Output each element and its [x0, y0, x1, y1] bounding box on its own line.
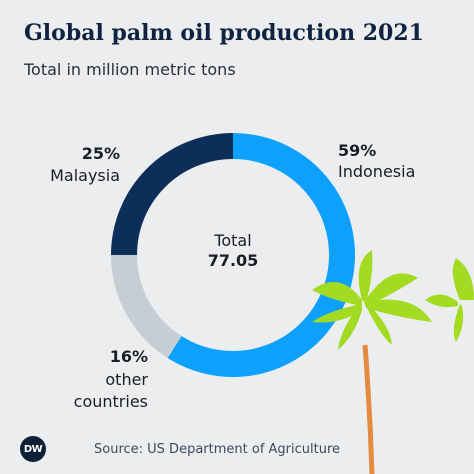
other-countries-label-line1: other — [105, 370, 148, 389]
slice-other-countries — [111, 255, 182, 359]
slice-malaysia — [111, 133, 233, 255]
chart-title: Global palm oil production 2021 — [24, 20, 424, 46]
slice-indonesia — [167, 133, 355, 377]
chart-subtitle: Total in million metric tons — [24, 60, 236, 79]
malaysia-label: Malaysia — [50, 166, 120, 185]
footer: DW Source: US Department of Agriculture — [20, 436, 340, 462]
dw-logo: DW — [20, 436, 46, 462]
indonesia-percent: 59% — [338, 141, 376, 160]
center-total-label: Total — [213, 231, 251, 250]
indonesia-label: Indonesia — [338, 162, 415, 181]
malaysia-percent: 25% — [82, 144, 120, 163]
other-countries-percent: 16% — [110, 347, 148, 366]
source-note: Source: US Department of Agriculture — [94, 441, 341, 457]
donut-slices — [111, 133, 355, 377]
other-countries-label-line2: countries — [74, 392, 148, 411]
center-total-value: 77.05 — [208, 251, 259, 270]
palm-trunk — [362, 344, 375, 474]
palm-tree-illustration — [312, 250, 474, 474]
palm-fronds-right — [425, 258, 474, 342]
palm-fronds — [312, 250, 432, 350]
